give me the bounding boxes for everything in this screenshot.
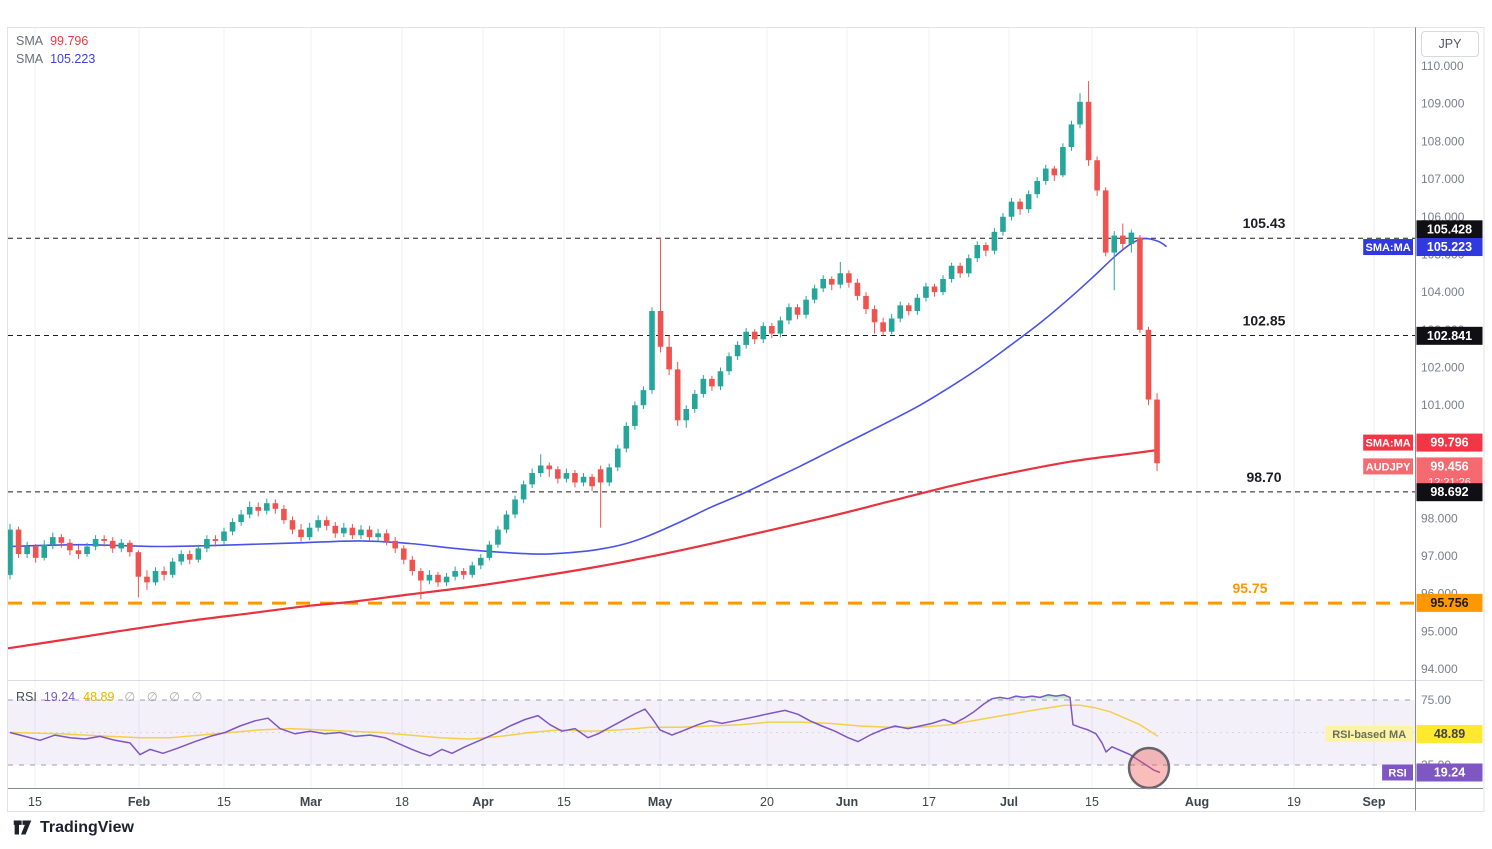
svg-text:97.000: 97.000: [1421, 549, 1458, 563]
time-tick-May: May: [648, 795, 672, 809]
time-tick-Mar: Mar: [300, 795, 322, 809]
axis-badge-48.89: [1416, 724, 1483, 743]
tradingview-logo-icon: [13, 820, 32, 835]
svg-text:110.000: 110.000: [1421, 59, 1464, 73]
axis-tag-RSI-based MA: [1325, 725, 1413, 742]
level-label-98.70: 98.70: [1246, 469, 1281, 485]
rsi-ma-legend-value: 48.89: [83, 690, 115, 704]
level-label-105.43: 105.43: [1243, 215, 1286, 231]
rsi-line: [9, 694, 1161, 774]
axis-tag-SMA:MA: [1363, 434, 1413, 451]
svg-text:99.796: 99.796: [1430, 436, 1468, 450]
axis-badge-102.841: [1416, 326, 1483, 345]
axis-badge-105.428: [1416, 220, 1483, 239]
time-tick-Aug: Aug: [1185, 795, 1209, 809]
svg-text:19.24: 19.24: [1434, 765, 1465, 779]
rsi-legend-value: 19.24: [43, 690, 76, 704]
svg-text:102.000: 102.000: [1421, 361, 1465, 375]
svg-text:98.000: 98.000: [1421, 511, 1458, 525]
time-tick-17: 17: [922, 795, 936, 809]
frame-layer: [7, 27, 1485, 812]
svg-text:98.692: 98.692: [1430, 485, 1468, 499]
svg-text:107.000: 107.000: [1421, 172, 1465, 186]
svg-text:105.223: 105.223: [1427, 240, 1472, 254]
axis-badge-99.796: [1416, 433, 1483, 452]
axis-badge-19.24: [1416, 763, 1483, 782]
axis-tag-AUDJPY: [1363, 458, 1413, 475]
sma-long-line: [6, 449, 1157, 650]
axis-tag-RSI: [1382, 764, 1413, 781]
svg-text:101.000: 101.000: [1421, 398, 1465, 412]
indicator-legend: SMA 99.796 SMA 105.223: [16, 32, 95, 68]
time-tick-Feb: Feb: [128, 795, 151, 809]
svg-text:94.000: 94.000: [1421, 662, 1458, 676]
time-tick-Sep: Sep: [1363, 795, 1386, 809]
axis-badge-105.223: [1416, 238, 1483, 257]
rsi-ma-line: [9, 704, 1159, 740]
svg-text:RSI: RSI: [1388, 767, 1406, 779]
time-tick-15: 15: [28, 795, 42, 809]
tradingview-brand-text: TradingView: [40, 818, 134, 836]
svg-text:48.89: 48.89: [1434, 727, 1465, 741]
legend-sma-red-value: 99.796: [50, 34, 89, 48]
svg-text:95.756: 95.756: [1430, 596, 1468, 610]
svg-text:AUDJPY: AUDJPY: [1366, 461, 1411, 473]
rsi-band: [8, 699, 1415, 766]
tradingview-brand[interactable]: TradingView: [12, 817, 134, 838]
svg-text:106.000: 106.000: [1421, 210, 1465, 224]
svg-text:105.428: 105.428: [1427, 222, 1472, 236]
grid-layer: [34, 28, 1375, 788]
svg-text:75.00: 75.00: [1421, 693, 1451, 707]
svg-text:99.456: 99.456: [1430, 459, 1468, 473]
candles-layer: [7, 81, 1160, 600]
svg-text:104.000: 104.000: [1421, 285, 1465, 299]
level-label-102.85: 102.85: [1243, 312, 1286, 328]
currency-unit-button[interactable]: JPY: [1421, 31, 1479, 57]
legend-sma-blue[interactable]: SMA 105.223: [16, 50, 95, 68]
svg-text:RSI-based MA: RSI-based MA: [1332, 729, 1406, 741]
time-tick-20: 20: [760, 795, 774, 809]
time-tick-Jul: Jul: [1000, 795, 1018, 809]
oversold-circle-annotation[interactable]: [1127, 746, 1171, 790]
time-tick-15: 15: [557, 795, 571, 809]
legend-sma-blue-label: SMA: [16, 52, 44, 66]
rsi-legend-label: RSI: [16, 690, 37, 704]
sma-short-line: [9, 237, 1167, 555]
time-tick-15: 15: [217, 795, 231, 809]
svg-text:SMA:MA: SMA:MA: [1365, 242, 1410, 254]
axis-tag-SMA:MA: [1363, 239, 1413, 256]
axis-badge-95.756: [1416, 593, 1483, 612]
time-tick-Apr: Apr: [472, 795, 494, 809]
price-levels-layer: 105.43 102.85 98.70 95.75: [8, 215, 1415, 605]
time-tick-Jun: Jun: [836, 795, 858, 809]
svg-text:95.000: 95.000: [1421, 624, 1458, 638]
level-label-95.75: 95.75: [1232, 580, 1267, 596]
svg-text:108.000: 108.000: [1421, 134, 1465, 148]
time-tick-18: 18: [395, 795, 409, 809]
rsi-legend-params: ∅ ∅ ∅ ∅: [124, 690, 207, 704]
legend-sma-red[interactable]: SMA 99.796: [16, 32, 95, 50]
svg-text:109.000: 109.000: [1421, 97, 1465, 111]
time-tick-19: 19: [1287, 795, 1301, 809]
axis-badge-98.692: [1416, 483, 1483, 502]
time-axis[interactable]: 15 Feb 15 Mar 18 Apr 15 May 20 Jun 17 Jul 15 Aug 19 Sep: [28, 795, 1386, 809]
svg-text:SMA:MA: SMA:MA: [1365, 438, 1410, 450]
time-tick-15: 15: [1085, 795, 1099, 809]
svg-text:102.841: 102.841: [1427, 329, 1472, 343]
rsi-legend[interactable]: RSI 19.24 48.89 ∅ ∅ ∅ ∅: [16, 689, 206, 704]
legend-sma-blue-value: 105.223: [50, 52, 96, 66]
legend-sma-red-label: SMA: [16, 34, 44, 48]
